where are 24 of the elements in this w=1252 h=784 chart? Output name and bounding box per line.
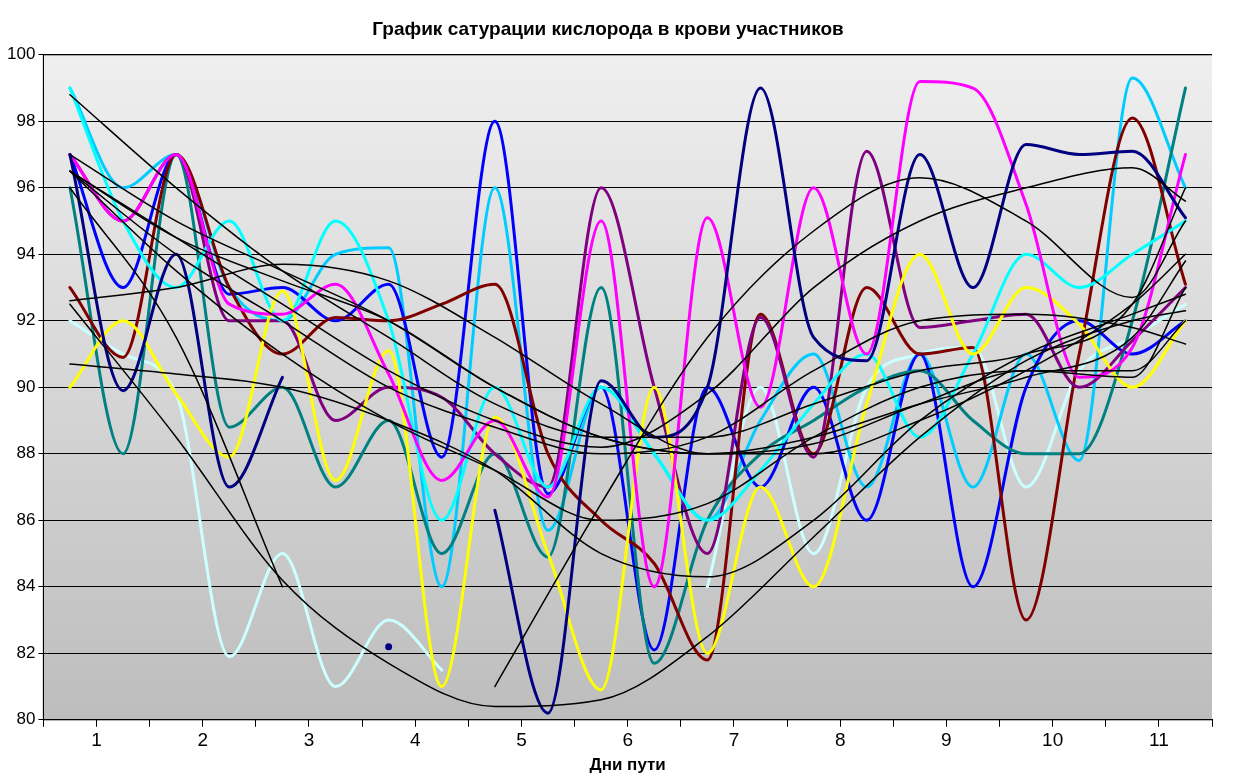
y-tick-label: 92 [16, 310, 36, 330]
y-tick-label: 100 [6, 44, 36, 64]
y-tick-label: 88 [16, 443, 36, 463]
x-tick-label: 10 [1042, 729, 1064, 751]
x-tick-label: 7 [728, 729, 740, 751]
x-tick-label: 9 [941, 729, 952, 751]
y-tick-label: 94 [16, 243, 36, 263]
y-tick-label: 98 [16, 110, 36, 130]
x-axis-title: Дни пути [589, 755, 666, 775]
x-tick-label: 5 [516, 729, 527, 751]
chart-title: График сатурации кислорода в крови участников [372, 17, 844, 39]
x-tick-label: 6 [622, 729, 633, 751]
x-tick-label: 11 [1149, 729, 1169, 751]
y-tick-label: 82 [16, 642, 36, 662]
x-tick-label: 1 [91, 729, 102, 751]
x-tick-label: 8 [834, 729, 846, 751]
y-tick-label: 96 [16, 177, 36, 197]
y-tick-label: 86 [16, 509, 36, 529]
x-tick-label: 3 [303, 729, 315, 751]
x-tick-label: 4 [409, 729, 421, 751]
y-tick-label: 84 [16, 576, 36, 596]
y-tick-label: 80 [16, 709, 36, 729]
y-tick-label: 90 [16, 376, 36, 396]
x-tick-label: 2 [197, 729, 209, 751]
